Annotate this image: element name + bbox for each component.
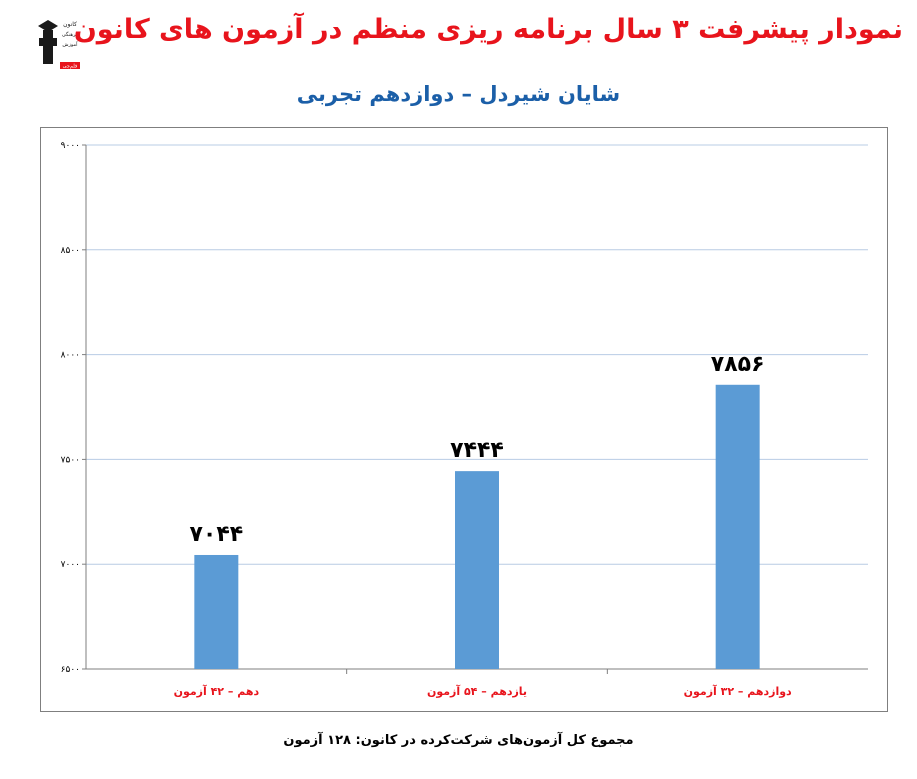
chart-subtitle: شایان شیردل – دوازدهم تجربی <box>296 82 621 106</box>
bar <box>715 384 760 669</box>
footer-total-exams: مجموع کل آزمون‌های شرکت‌کرده در کانون: ۱… <box>283 733 634 748</box>
chart-title: نمودار پیشرفت ۳ سال برنامه ریزی منظم در … <box>73 14 903 45</box>
logo-line-4: قلم‌چی <box>63 64 78 70</box>
bar <box>455 471 499 669</box>
plot-frame <box>40 127 888 712</box>
kanoon-logo: کانون فرهنگی آموزش قلم‌چی <box>34 12 82 70</box>
logo-line-1: کانون <box>63 21 77 28</box>
bar-value-label: ۷۸۵۶ <box>711 352 765 377</box>
y-tick-label: ۷۰۰۰ <box>61 560 80 570</box>
y-tick-label: ۸۵۰۰ <box>61 246 80 256</box>
logo-line-2: فرهنگی <box>62 31 79 38</box>
x-category-label: یازدهم – ۵۴ آزمون <box>427 684 527 698</box>
x-category-label: دهم – ۴۲ آزمون <box>174 684 260 698</box>
y-tick-label: ۹۰۰۰ <box>61 141 80 151</box>
bar-value-label: ۷۴۴۴ <box>450 438 504 463</box>
bar <box>194 554 239 669</box>
logo-line-3: آموزش <box>62 41 78 48</box>
y-tick-label: ۷۵۰۰ <box>61 455 80 465</box>
bar-value-label: ۷۰۴۴ <box>189 522 243 547</box>
x-category-label: دوازدهم – ۳۲ آزمون <box>684 684 792 698</box>
y-tick-label: ۶۵۰۰ <box>61 665 80 675</box>
y-tick-label: ۸۰۰۰ <box>61 351 80 361</box>
